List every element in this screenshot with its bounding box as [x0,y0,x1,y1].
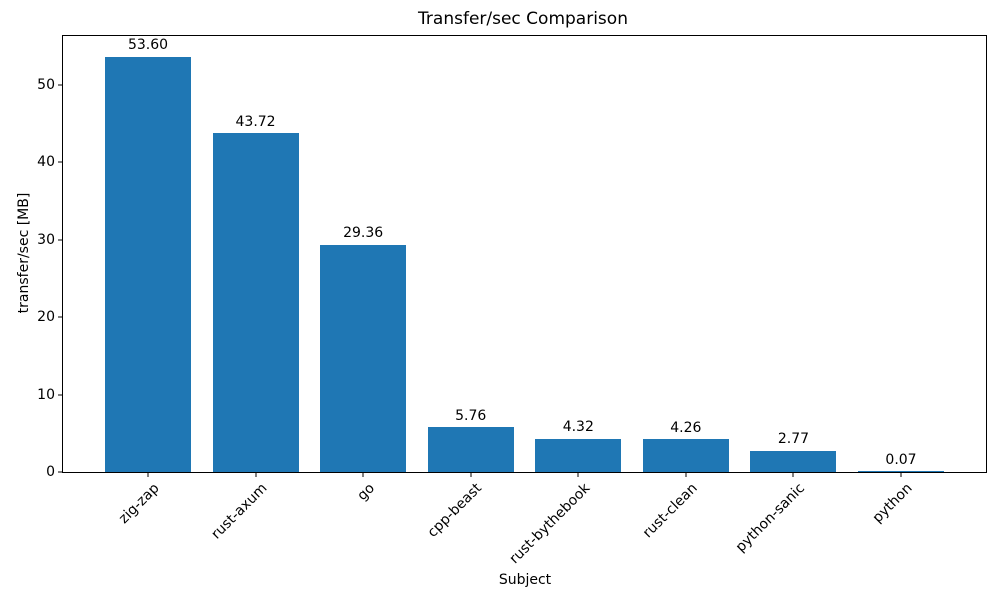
y-tick-mark [58,84,63,86]
x-tick-mark [792,472,794,477]
y-tick-label: 10 [37,386,55,403]
x-tick-label-text: rust-bythebook [506,480,593,568]
y-tick-mark [58,239,63,241]
y-axis-label: transfer/sec [MB] [16,192,32,314]
y-tick-mark [58,394,63,396]
bar-zig-zap [104,56,191,472]
bar-value-label: 2.77 [777,431,810,448]
bar-go [320,244,407,472]
x-tick-label-text: python [869,480,916,527]
x-tick-mark [900,472,902,477]
x-tick-label-text: rust-axum [208,480,271,543]
x-tick-mark [147,472,149,477]
bar-python [857,471,945,472]
y-tick-label: 50 [37,76,55,93]
x-tick-mark [577,472,579,477]
x-tick-label-text: go [354,480,378,504]
x-tick-mark [470,472,472,477]
y-tick-mark [58,161,63,163]
bar-rust-bythebook [535,438,622,472]
x-tick-mark [685,472,687,477]
plot-area: 0 10 20 30 40 50 53.60 zig-zap 43.72 rust-axum 29.… [37,35,987,567]
x-tick-mark [255,472,257,477]
bar-value-label: 53.60 [127,37,169,54]
bar-value-label: 43.72 [235,113,276,130]
y-tick-label: 20 [37,309,55,326]
x-tick-label-text: cpp-beast [424,480,486,541]
y-tick-mark [58,471,63,473]
y-tick-label: 0 [46,464,55,480]
x-axis-label: Subject [498,572,552,588]
bar-value-label: 4.26 [670,419,702,436]
bar-value-label: 29.36 [343,225,384,242]
y-tick-label: 40 [37,154,55,171]
bar-value-label: 0.07 [885,452,917,469]
bar-value-label: 5.76 [455,408,487,424]
chart-title: Transfer/sec Comparison [418,9,628,29]
bar-python-sanic [750,450,837,472]
y-tick-mark [58,316,63,318]
bar-rust-axum [212,133,299,472]
x-tick-label-text: zig-zap [115,480,163,527]
bar-rust-clean [642,439,729,472]
y-tick-label: 30 [37,231,55,248]
bar-cpp-beast [427,427,514,472]
bar-value-label: 4.32 [562,419,594,436]
x-tick-mark [362,472,364,477]
x-tick-label-text: rust-clean [639,480,701,542]
x-tick-label-text: python-sanic [732,480,809,556]
